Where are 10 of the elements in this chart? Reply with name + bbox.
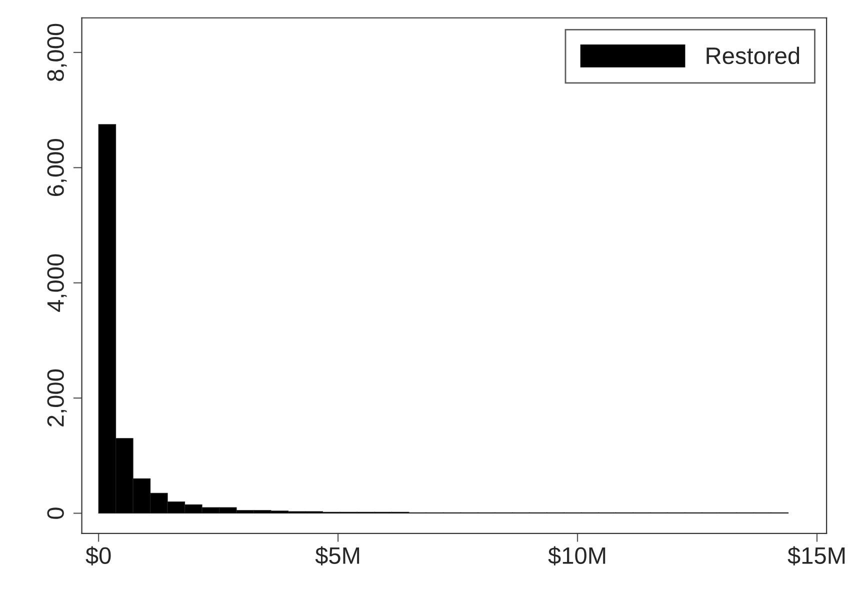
legend-label: Restored [706, 46, 800, 64]
x-tick-label: $15M [788, 546, 845, 566]
y-tick-label: 6,000 [47, 139, 67, 196]
y-tick-label: 4,000 [47, 254, 67, 312]
y-tick-label: 8,000 [47, 24, 67, 81]
y-tick-label: 2,000 [47, 369, 67, 426]
x-tick-label: $10M [548, 546, 606, 566]
x-tick-label: $0 [86, 546, 111, 566]
x-tick-label: $5M [315, 546, 360, 566]
y-tick-label: 0 [47, 508, 64, 519]
